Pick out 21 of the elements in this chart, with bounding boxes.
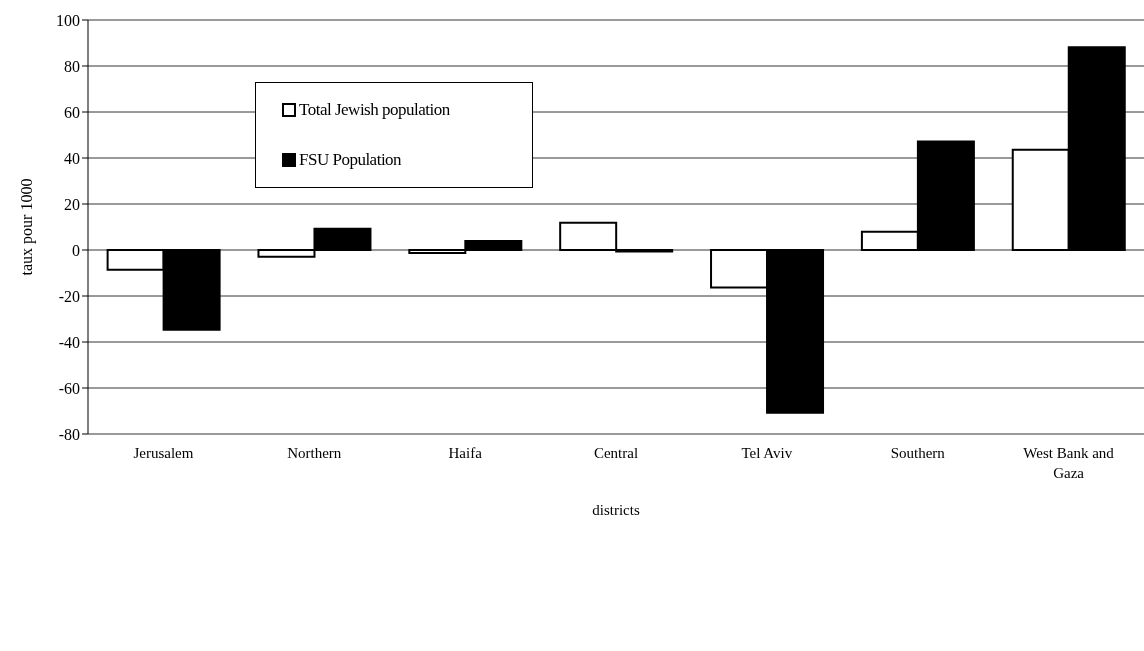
y-tick-label: 0	[72, 241, 80, 259]
legend-label: Total Jewish population	[299, 100, 450, 120]
y-tick-label: 80	[64, 57, 80, 75]
x-tick-label: Southern	[890, 445, 946, 461]
x-tick-label: Haifa	[448, 445, 483, 461]
x-tick-label: Northern	[287, 445, 342, 461]
x-tick-label: Jerusalem	[133, 445, 194, 461]
y-tick-label: 60	[64, 103, 80, 121]
x-tick-label: Tel Aviv	[741, 445, 793, 461]
y-tick-label: -80	[58, 425, 80, 443]
x-tick-label: West Bank and Gaza	[1023, 445, 1115, 481]
y-tick-label: 40	[64, 149, 80, 167]
legend-label: FSU Population	[299, 150, 402, 170]
y-tick-label: -20	[58, 287, 80, 305]
y-axis-title: taux pour 1000	[17, 178, 36, 276]
y-tick-label: -60	[58, 379, 80, 397]
y-tick-label: -40	[58, 333, 80, 351]
x-tick-label: Central	[593, 445, 639, 461]
y-tick-label: 100	[56, 11, 80, 29]
x-axis-title: districts	[592, 501, 640, 518]
y-tick-label: 20	[64, 195, 80, 213]
